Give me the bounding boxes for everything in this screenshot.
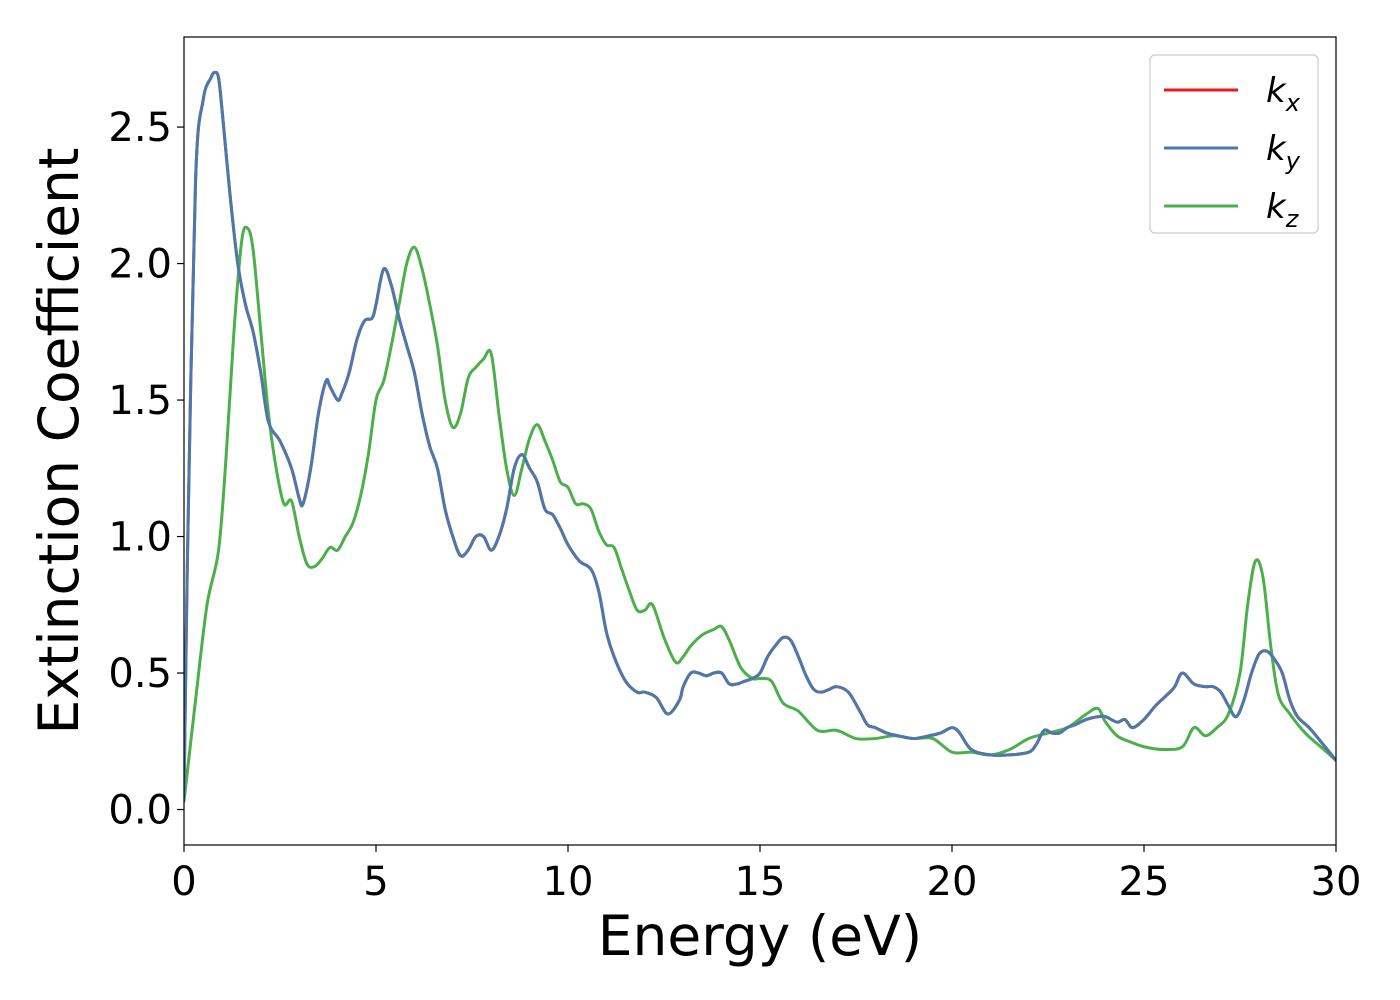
x-tick-label: 20 [927, 859, 978, 905]
x-axis-ticks: 0 5 10 15 20 25 30 [171, 845, 1361, 905]
x-tick-label: 30 [1311, 859, 1362, 905]
legend-label-base: k [1266, 129, 1287, 169]
y-tick-label: 0.0 [108, 788, 172, 834]
y-tick-label: 2.0 [108, 242, 172, 288]
y-tick-label: 1.0 [108, 515, 172, 561]
series-line-kz [184, 225, 1336, 803]
legend-label-base: k [1266, 187, 1287, 227]
y-axis-ticks: 0.0 0.5 1.0 1.5 2.0 2.5 [108, 105, 184, 834]
legend-label-base: k [1266, 71, 1287, 111]
y-tick-label: 2.5 [108, 105, 172, 151]
legend-label-kx: kx [1266, 71, 1301, 117]
legend-label-ky: ky [1266, 129, 1301, 175]
x-tick-label: 25 [1119, 859, 1170, 905]
legend-box [1149, 54, 1319, 234]
x-axis-title: Energy (eV) [598, 904, 922, 968]
y-tick-label: 0.5 [108, 651, 172, 697]
x-tick-label: 10 [543, 859, 594, 905]
x-tick-label: 0 [171, 859, 196, 905]
x-tick-label: 5 [363, 859, 388, 905]
y-tick-label: 1.5 [108, 378, 172, 424]
legend-label-subscript: z [1285, 205, 1300, 233]
series-layer [184, 70, 1336, 803]
legend-label-kz: kz [1266, 187, 1300, 233]
legend-label-subscript: y [1285, 147, 1301, 175]
series-line-ky [184, 70, 1336, 798]
y-axis-title: Extinction Coefficient [27, 148, 91, 735]
x-tick-label: 15 [735, 859, 786, 905]
legend-label-subscript: x [1285, 89, 1301, 117]
